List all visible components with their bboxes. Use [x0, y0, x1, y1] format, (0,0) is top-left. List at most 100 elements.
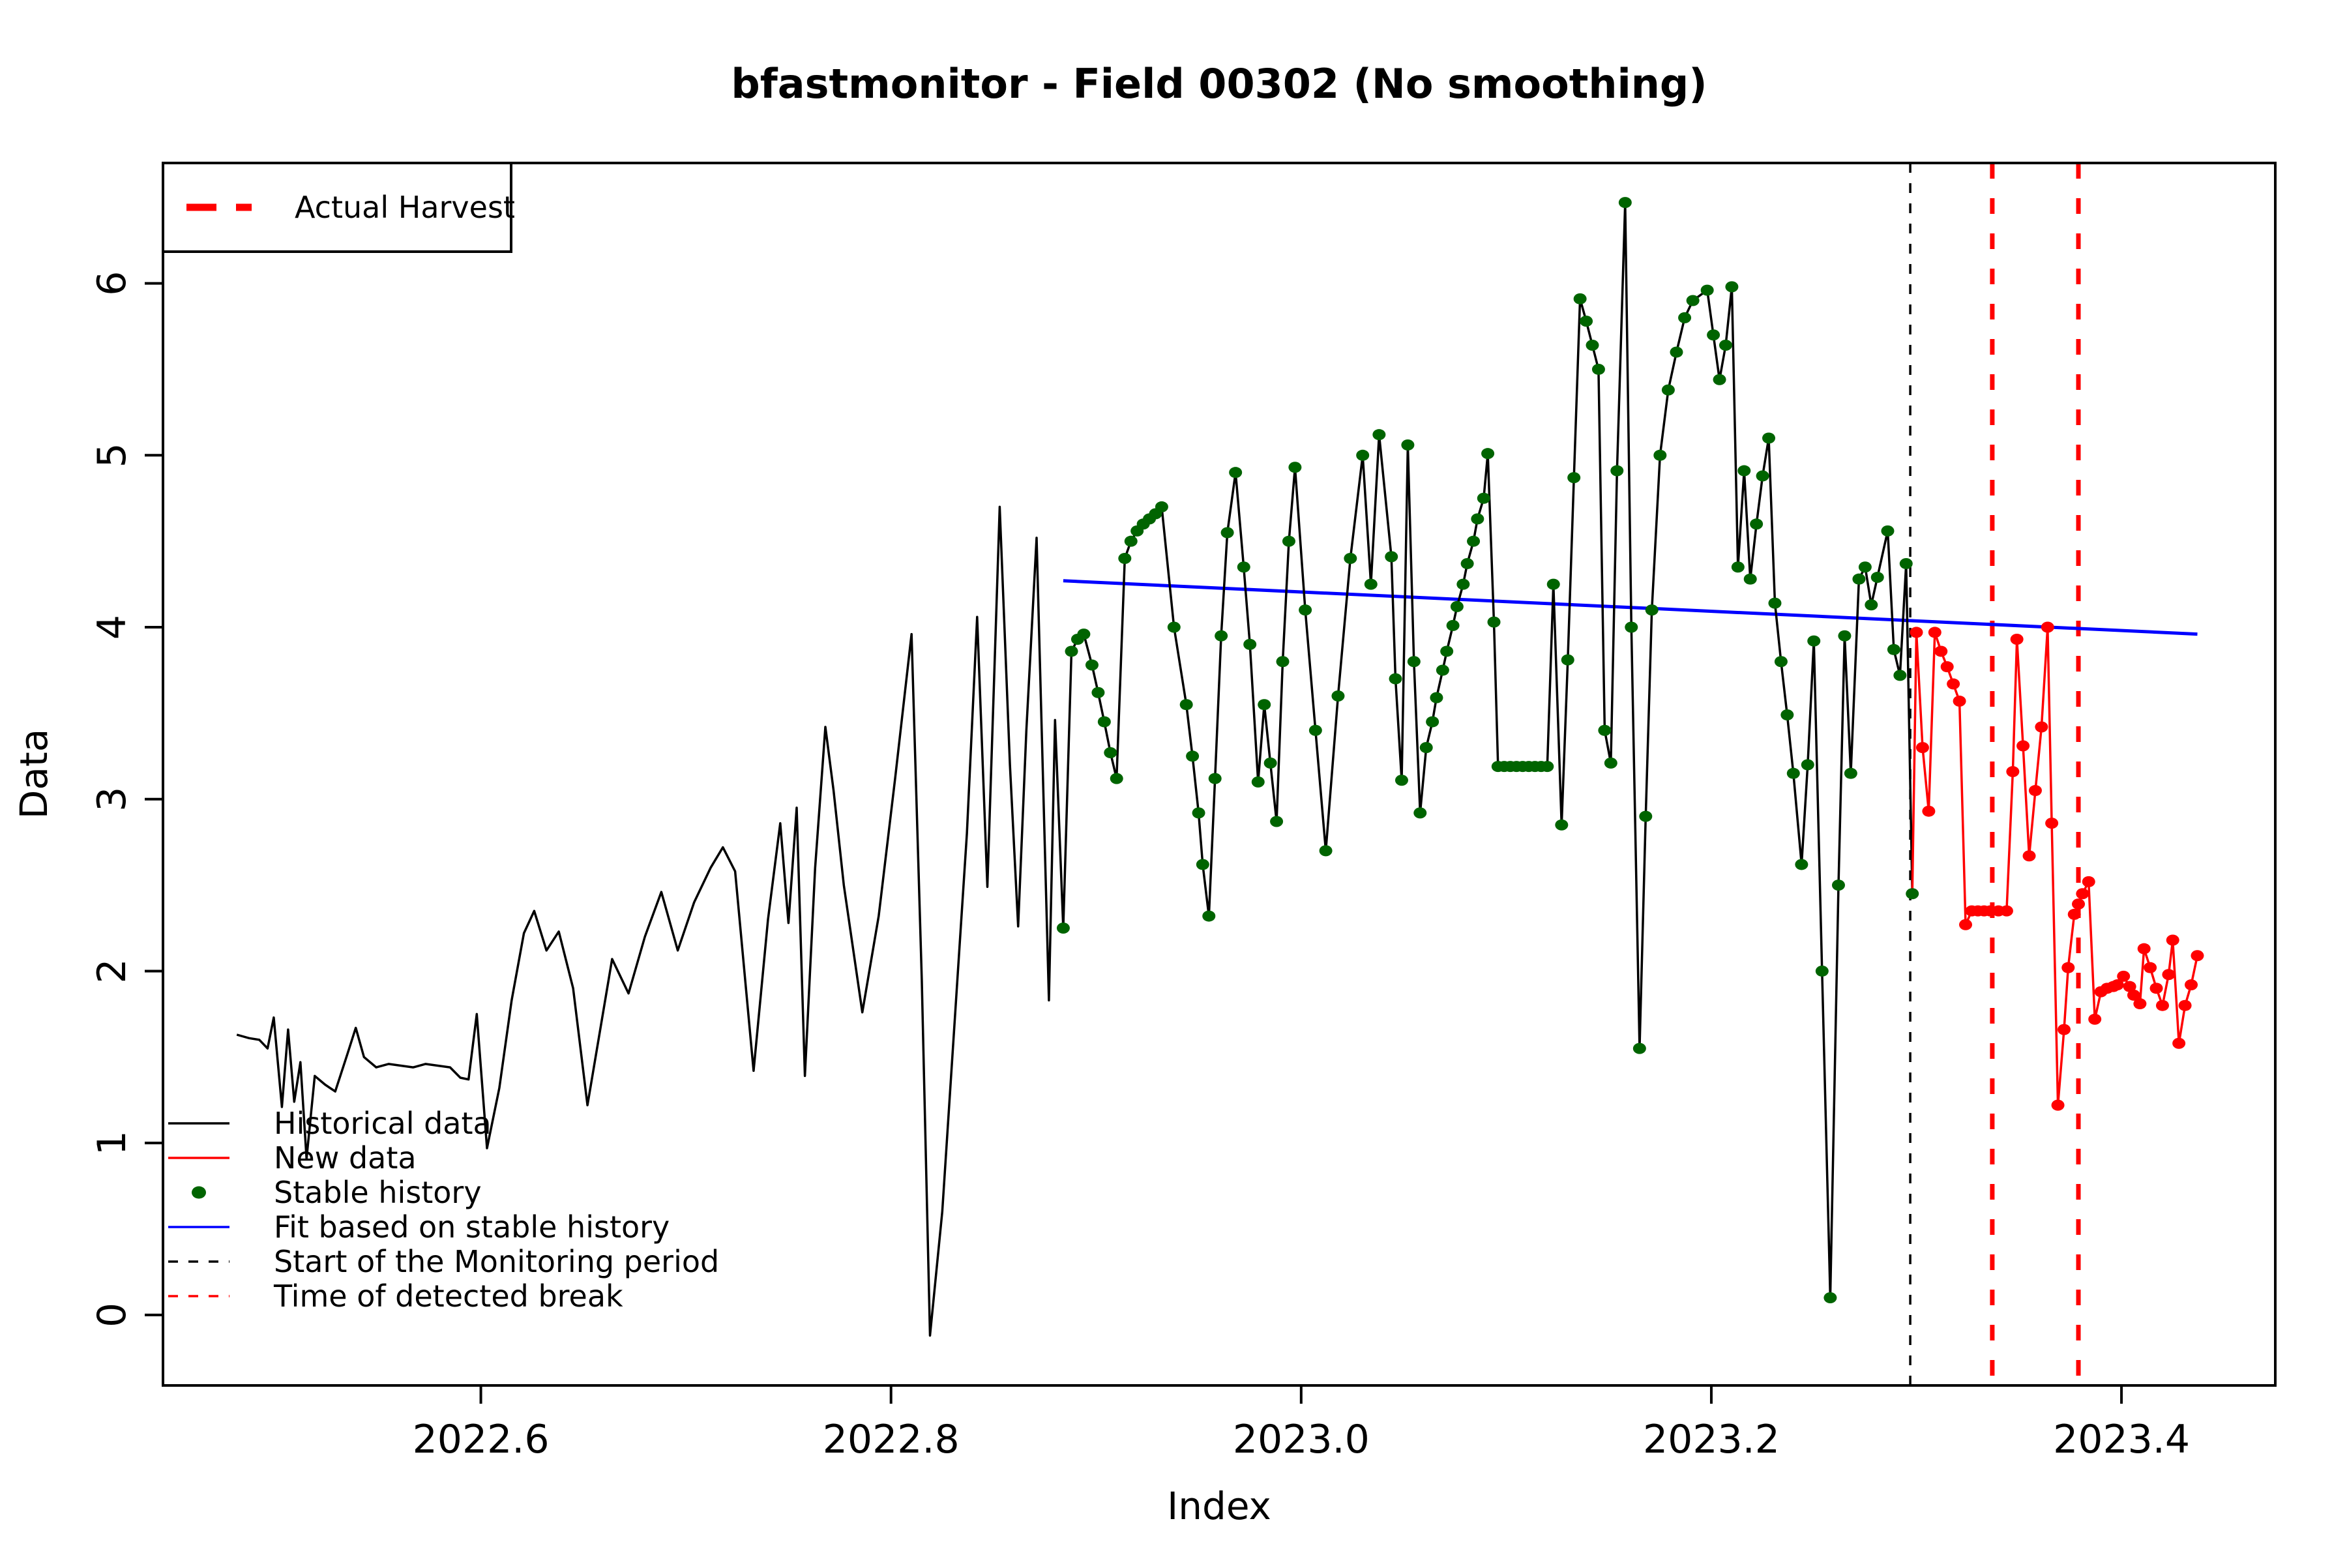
new-data-dot — [2133, 998, 2147, 1010]
stable-history-dot — [1881, 525, 1895, 537]
stable-history-dot — [1713, 374, 1726, 385]
stable-history-dot — [1598, 724, 1612, 736]
stable-history-dot — [1661, 384, 1675, 396]
stable-history-dot — [1419, 742, 1433, 754]
stable-history-dot — [1104, 747, 1117, 759]
stable-history-dot — [1586, 340, 1599, 351]
stable-history-dot — [1700, 284, 1714, 296]
new-data-dot — [2185, 979, 2198, 991]
stable-history-dot — [1743, 573, 1757, 585]
stable-history-dot — [1815, 965, 1829, 977]
stable-history-dot — [1282, 535, 1295, 547]
chart-title: bfastmonitor - Field 00302 (No smoothing… — [731, 60, 1707, 108]
x-tick-label: 2022.6 — [413, 1417, 550, 1462]
new-data-dot — [2022, 850, 2036, 862]
y-tick-label: 6 — [89, 271, 135, 296]
stable-history-dot — [1243, 638, 1257, 650]
new-data-dot — [2166, 934, 2179, 946]
y-tick-label: 5 — [89, 443, 135, 467]
stable-history-dot — [1632, 1043, 1646, 1054]
stable-history-dot — [1097, 716, 1111, 728]
vertical-reference-lines — [1909, 163, 2081, 1385]
stable-history-dot — [1567, 472, 1581, 484]
new-data-dot — [2045, 818, 2059, 829]
legend-item-label: Stable history — [274, 1175, 482, 1210]
new-data-dot — [2127, 989, 2140, 1001]
legend-item-label: Start of the Monitoring period — [274, 1244, 719, 1279]
stable-history-dot — [1077, 629, 1091, 640]
stable-history-dot — [1110, 773, 1123, 784]
new-data-dot — [2028, 785, 2042, 797]
stable-history-dot — [1436, 664, 1449, 676]
stable-history-dot — [1731, 561, 1745, 573]
legend-item-label: New data — [274, 1140, 417, 1176]
data-series — [236, 201, 2199, 1337]
new-data-dot — [2117, 970, 2131, 982]
stable-history-dot — [1471, 513, 1484, 525]
x-tick-label: 2023.0 — [1233, 1417, 1370, 1462]
stable-history-dot — [1229, 467, 1243, 479]
stable-history-dot — [1774, 656, 1788, 668]
data-markers — [1056, 197, 2204, 1304]
stable-history-dot — [1155, 501, 1168, 512]
stable-history-dot — [1604, 757, 1617, 769]
new-data-dot — [2010, 633, 2024, 645]
legend-item-label: Historical data — [274, 1106, 492, 1141]
stable-history-dot — [1541, 761, 1554, 773]
stable-history-dot — [1258, 699, 1271, 711]
stable-history-dot — [1215, 630, 1228, 642]
legend-item: New data — [168, 1140, 417, 1176]
x-tick-label: 2023.4 — [2053, 1417, 2190, 1462]
legend-item: Time of detected break — [168, 1279, 623, 1314]
stable-history-dot — [1686, 295, 1700, 306]
stable-history-dot — [1460, 557, 1474, 569]
stable-history-dot — [1401, 439, 1415, 451]
new-data-dot — [2149, 983, 2163, 994]
stable-history-dot — [1395, 775, 1408, 786]
stable-history-dot — [1487, 616, 1501, 628]
new-data-dot — [2067, 908, 2081, 920]
new-data-dot — [1934, 645, 1948, 657]
stable-history-dot — [1167, 621, 1181, 633]
new-data-dot — [2041, 621, 2054, 633]
new-data-dot — [2072, 898, 2086, 910]
stable-history-dot — [1610, 465, 1624, 477]
stable-history-dot — [1389, 673, 1402, 685]
y-tick-label: 4 — [89, 615, 135, 640]
y-tick-label: 0 — [89, 1303, 135, 1327]
new-data-dot — [2172, 1037, 2186, 1049]
stable-history-dot — [1118, 553, 1132, 565]
stable-history-dot — [1852, 573, 1866, 585]
stable-history-dot — [1430, 692, 1443, 703]
stable-history-dot — [1762, 432, 1776, 444]
stable-history-dot — [1446, 619, 1460, 631]
new-data-dot — [2000, 905, 2013, 917]
stable-history-dot — [1344, 553, 1357, 565]
stable-history-dot — [1091, 687, 1105, 698]
stable-history-dot — [1179, 699, 1193, 711]
legend-item: Historical data — [168, 1106, 492, 1141]
stable-history-dot — [1056, 923, 1070, 934]
legend-actual-harvest-label: Actual Harvest — [295, 190, 515, 225]
stable-history-dot — [1450, 600, 1464, 612]
stable-history-dot — [1780, 709, 1794, 721]
stable-history-dot — [1906, 888, 1919, 900]
stable-history-dot — [1678, 312, 1692, 323]
stable-history-dot — [1251, 776, 1265, 788]
stable-history-dot — [1192, 807, 1205, 819]
plot-border — [162, 162, 2277, 1387]
axes-ticks: 2022.6 2022.8 2023.0 2023.2 2023.4 0 1 2 3 4 5 6 — [89, 271, 2190, 1462]
stable-history-dot — [1263, 757, 1277, 769]
stable-history-dot — [1364, 578, 1378, 590]
stable-history-dot — [1356, 449, 1370, 461]
stable-history-dot — [1237, 561, 1250, 573]
new-data-dot — [2082, 876, 2095, 887]
stable-history-dot — [1085, 659, 1099, 671]
new-data-dot — [2137, 943, 2151, 954]
new-data-dot — [1910, 627, 1923, 638]
stable-history-dot — [1737, 465, 1751, 477]
new-data-dot — [2088, 1013, 2102, 1025]
stable-history-dot — [1858, 561, 1872, 573]
new-data-dot — [2006, 766, 2020, 778]
